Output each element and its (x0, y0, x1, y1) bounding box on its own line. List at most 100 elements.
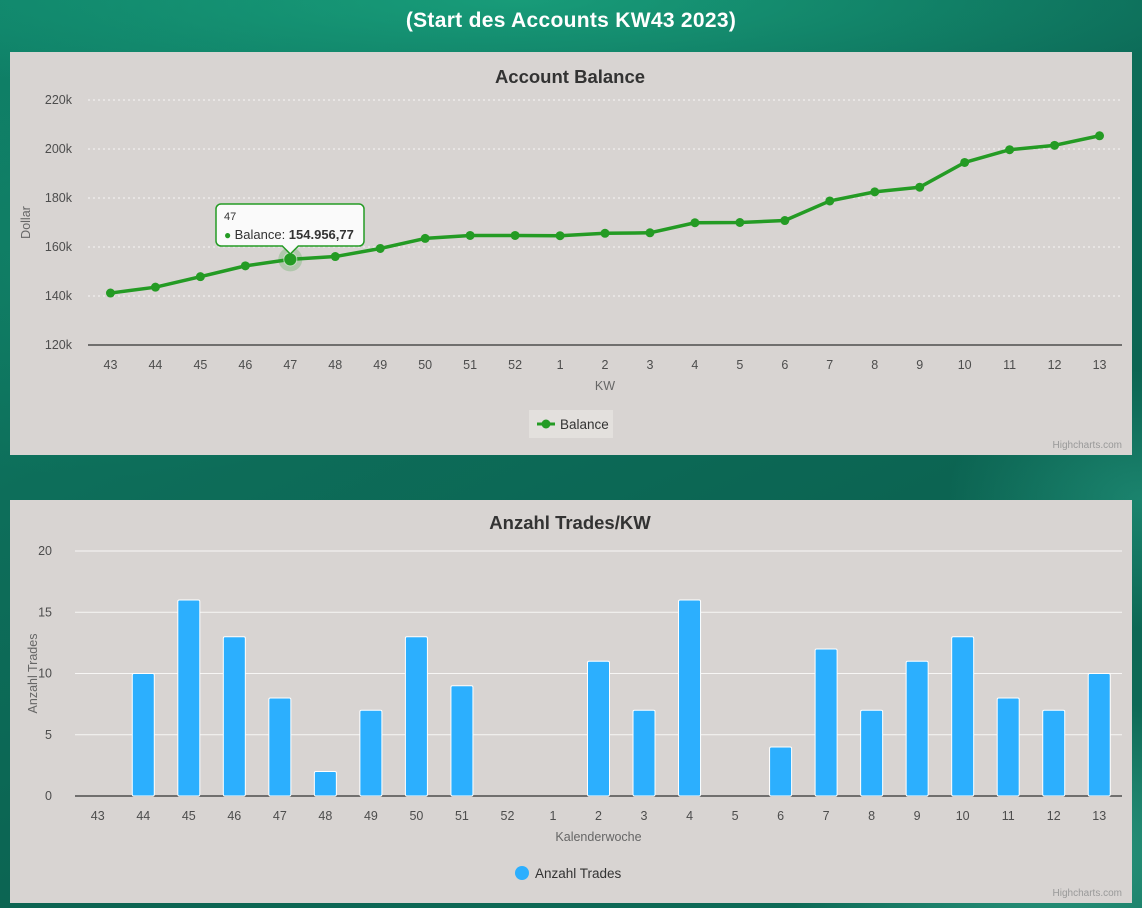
svg-text:3: 3 (641, 809, 648, 823)
x-axis-title: Kalenderwoche (555, 830, 641, 844)
svg-text:47: 47 (283, 358, 297, 372)
svg-text:52: 52 (501, 809, 515, 823)
bar-kw-7[interactable] (814, 648, 838, 797)
svg-text:6: 6 (781, 358, 788, 372)
svg-text:0: 0 (45, 789, 52, 803)
svg-text:7: 7 (826, 358, 833, 372)
y-gridlines (88, 99, 1122, 297)
data-point[interactable] (915, 182, 925, 192)
svg-text:9: 9 (914, 809, 921, 823)
page-title: (Start des Accounts KW43 2023) (405, 9, 737, 32)
svg-text:5: 5 (732, 809, 739, 823)
highcharts-credit[interactable]: Highcharts.com (1052, 888, 1122, 899)
bar-kw-50[interactable] (404, 636, 428, 797)
bar-kw-11[interactable] (996, 697, 1020, 797)
data-point[interactable] (1095, 131, 1105, 141)
svg-text:160k: 160k (45, 240, 73, 254)
bar-kw-10[interactable] (951, 636, 975, 797)
legend-item[interactable]: Balance (529, 410, 613, 438)
svg-text:20: 20 (38, 544, 52, 558)
svg-text:5: 5 (736, 358, 743, 372)
tooltip-value-line: ● Balance: 154.956,77 (224, 227, 354, 242)
svg-text:10: 10 (38, 667, 52, 681)
bar-kw-9[interactable] (905, 660, 929, 797)
y-axis-title: Dollar (19, 206, 33, 239)
svg-text:45: 45 (182, 809, 196, 823)
bar-kw-6[interactable] (769, 746, 793, 797)
bar-kw-49[interactable] (359, 709, 383, 797)
data-point[interactable] (465, 230, 475, 240)
svg-text:4: 4 (686, 809, 693, 823)
svg-text:44: 44 (136, 809, 150, 823)
data-point[interactable] (960, 157, 970, 167)
y-axis-title: Anzahl Trades (26, 634, 40, 714)
svg-text:2: 2 (602, 358, 609, 372)
data-point[interactable] (735, 218, 745, 227)
balance-chart-panel: 120k 140k 160k 180k 200k 220k 43 44 45 46 47 48 49 50… (10, 52, 1132, 455)
bar-kw-3[interactable] (632, 709, 656, 797)
svg-text:44: 44 (148, 358, 162, 372)
svg-text:4: 4 (691, 358, 698, 372)
svg-text:6: 6 (777, 809, 784, 823)
bar-kw-44[interactable] (131, 673, 155, 797)
data-point[interactable] (1005, 145, 1015, 155)
legend-item[interactable]: Anzahl Trades (515, 866, 622, 881)
svg-text:50: 50 (409, 809, 423, 823)
data-point[interactable] (105, 288, 115, 298)
data-point[interactable] (600, 228, 610, 238)
svg-text:13: 13 (1092, 809, 1106, 823)
data-point[interactable] (780, 216, 790, 226)
svg-text:120k: 120k (45, 338, 73, 352)
bar-kw-47[interactable] (268, 697, 292, 797)
data-point[interactable] (825, 196, 835, 206)
data-point[interactable] (870, 187, 880, 197)
svg-text:48: 48 (318, 809, 332, 823)
x-axis-labels: 43 44 45 46 47 48 49 50 51 52 1 2 3 4 5 6 7 8 9 10 11 12 13 (91, 809, 1106, 823)
data-point[interactable] (375, 243, 385, 253)
bars (131, 599, 1111, 797)
bar-kw-8[interactable] (860, 709, 884, 797)
tooltip: 47 ● Balance: 154.956,77 (215, 203, 365, 256)
svg-text:51: 51 (463, 358, 477, 372)
bar-kw-13[interactable] (1087, 673, 1111, 797)
data-point[interactable] (690, 218, 700, 228)
svg-text:2: 2 (595, 809, 602, 823)
bar-kw-45[interactable] (177, 599, 201, 797)
data-point[interactable] (150, 282, 160, 292)
bar-kw-46[interactable] (222, 636, 246, 797)
svg-text:8: 8 (871, 358, 878, 372)
bar-kw-48[interactable] (313, 771, 337, 797)
svg-text:1: 1 (550, 809, 557, 823)
data-point[interactable] (240, 261, 250, 271)
legend-marker-circle (515, 866, 529, 880)
bar-kw-2[interactable] (587, 660, 610, 797)
svg-text:5: 5 (45, 728, 52, 742)
data-point[interactable] (555, 231, 565, 241)
data-point[interactable] (645, 228, 655, 238)
bar-kw-51[interactable] (450, 685, 474, 797)
svg-text:50: 50 (418, 358, 432, 372)
bar-kw-4[interactable] (678, 599, 702, 797)
svg-text:12: 12 (1048, 358, 1062, 372)
svg-text:11: 11 (1003, 358, 1016, 372)
data-point[interactable] (1050, 140, 1060, 150)
svg-text:15: 15 (38, 605, 52, 619)
highcharts-credit[interactable]: Highcharts.com (1052, 440, 1122, 451)
svg-text:140k: 140k (45, 289, 73, 303)
svg-text:10: 10 (958, 358, 972, 372)
data-point[interactable] (195, 272, 205, 282)
bar-kw-12[interactable] (1042, 709, 1066, 797)
svg-text:200k: 200k (45, 142, 73, 156)
legend-marker-dot (541, 419, 551, 429)
svg-text:47: 47 (273, 809, 287, 823)
svg-text:46: 46 (227, 809, 241, 823)
svg-text:51: 51 (455, 809, 469, 823)
data-point[interactable] (420, 233, 430, 243)
trades-chart-panel: 0 5 10 15 20 43 44 45 46 47 48 49 50 51 52 1 2 3 4 5 6 7 8 9 10 1… (10, 500, 1132, 903)
svg-text:9: 9 (916, 358, 923, 372)
svg-text:1: 1 (557, 358, 564, 372)
data-point[interactable] (330, 252, 340, 262)
x-axis-title: KW (595, 379, 615, 393)
data-point[interactable] (510, 230, 520, 240)
